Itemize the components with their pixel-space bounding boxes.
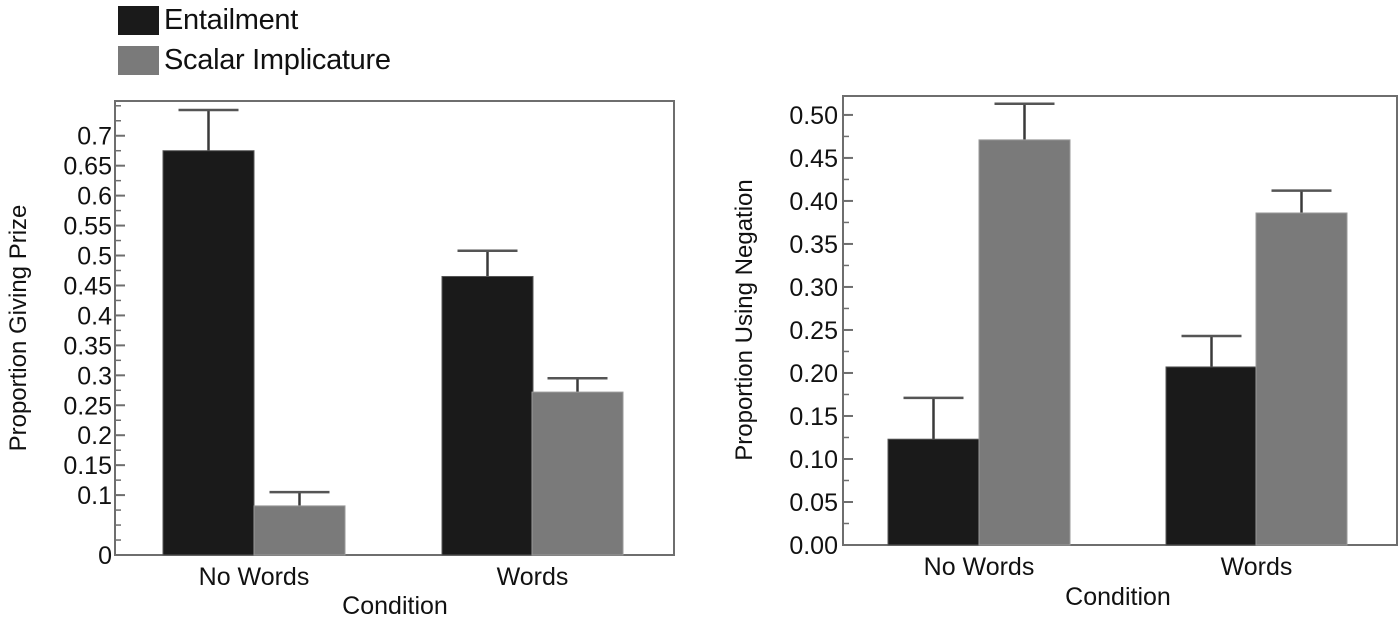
bar-scalar-implicature-words [531, 391, 624, 556]
y-tick-label: 0.25 [63, 392, 112, 420]
bar-scalar-implicature-words [1255, 212, 1348, 546]
x-tick-label: Words [1221, 553, 1293, 581]
y-tick-label: 0.15 [63, 452, 112, 480]
y-tick-label: 0.25 [789, 317, 838, 345]
y-tick-label: 0.40 [789, 188, 838, 216]
chart-left-proportion-giving-prize: No Words Words00.10.150.20.250.30.350.40.… [5, 100, 675, 620]
bar-entailment-no-words [162, 150, 255, 556]
y-tick-label: 0.05 [789, 489, 838, 517]
legend-label: Scalar Implicature [164, 43, 391, 76]
y-tick-label: 0.45 [789, 145, 838, 173]
bar-entailment-words [1165, 366, 1258, 546]
x-tick-label: No Words [199, 563, 310, 591]
y-axis-title: Proportion Giving Prize [5, 205, 32, 452]
y-tick-label: 0.7 [77, 123, 112, 151]
x-tick-label: Words [497, 563, 569, 591]
y-tick-label: 0.35 [789, 231, 838, 259]
y-tick-label: 0.15 [789, 403, 838, 431]
y-tick-label: 0.5 [77, 243, 112, 271]
chart-right-proportion-using-negation: No Words Words 0.00 0.05 0.10 0.15 0.20 0.25 0.3… [731, 95, 1398, 611]
bar-entailment-words [441, 275, 534, 556]
legend-label: Entailment [164, 3, 299, 36]
bar-scalar-implicature-no-words [253, 505, 346, 556]
y-tick-label: 0.65 [63, 153, 112, 181]
y-tick-label: 0.35 [63, 332, 112, 360]
y-tick-label: 0.2 [77, 422, 112, 450]
bar-scalar-implicature-no-words [978, 139, 1071, 546]
y-axis-title: Proportion Using Negation [731, 179, 758, 461]
legend-swatch-entailment [118, 5, 159, 35]
y-tick-label: 0 [98, 542, 112, 570]
legend: Entailment Scalar Implicature [118, 0, 391, 80]
y-tick-label: 0.30 [789, 274, 838, 302]
y-tick-label: 0.4 [77, 302, 112, 330]
legend-item-scalar-implicature: Scalar Implicature [118, 40, 391, 80]
x-tick-label: No Words [924, 553, 1035, 581]
y-tick-label: 0.10 [789, 446, 838, 474]
y-tick-label: 0.1 [77, 482, 112, 510]
legend-swatch-scalar [118, 45, 159, 75]
y-tick-label: 0.45 [63, 272, 112, 300]
y-tick-label: 0.3 [77, 362, 112, 390]
y-tick-label: 0.20 [789, 360, 838, 388]
y-tick-label: 0.6 [77, 183, 112, 211]
legend-item-entailment: Entailment [118, 0, 391, 40]
bar-entailment-no-words [887, 438, 980, 546]
x-axis-title: Condition [342, 592, 448, 620]
x-axis-title: Condition [1065, 583, 1171, 611]
y-tick-label: 0.00 [789, 532, 838, 560]
y-tick-label: 0.50 [789, 102, 838, 130]
y-tick-label: 0.55 [63, 213, 112, 241]
